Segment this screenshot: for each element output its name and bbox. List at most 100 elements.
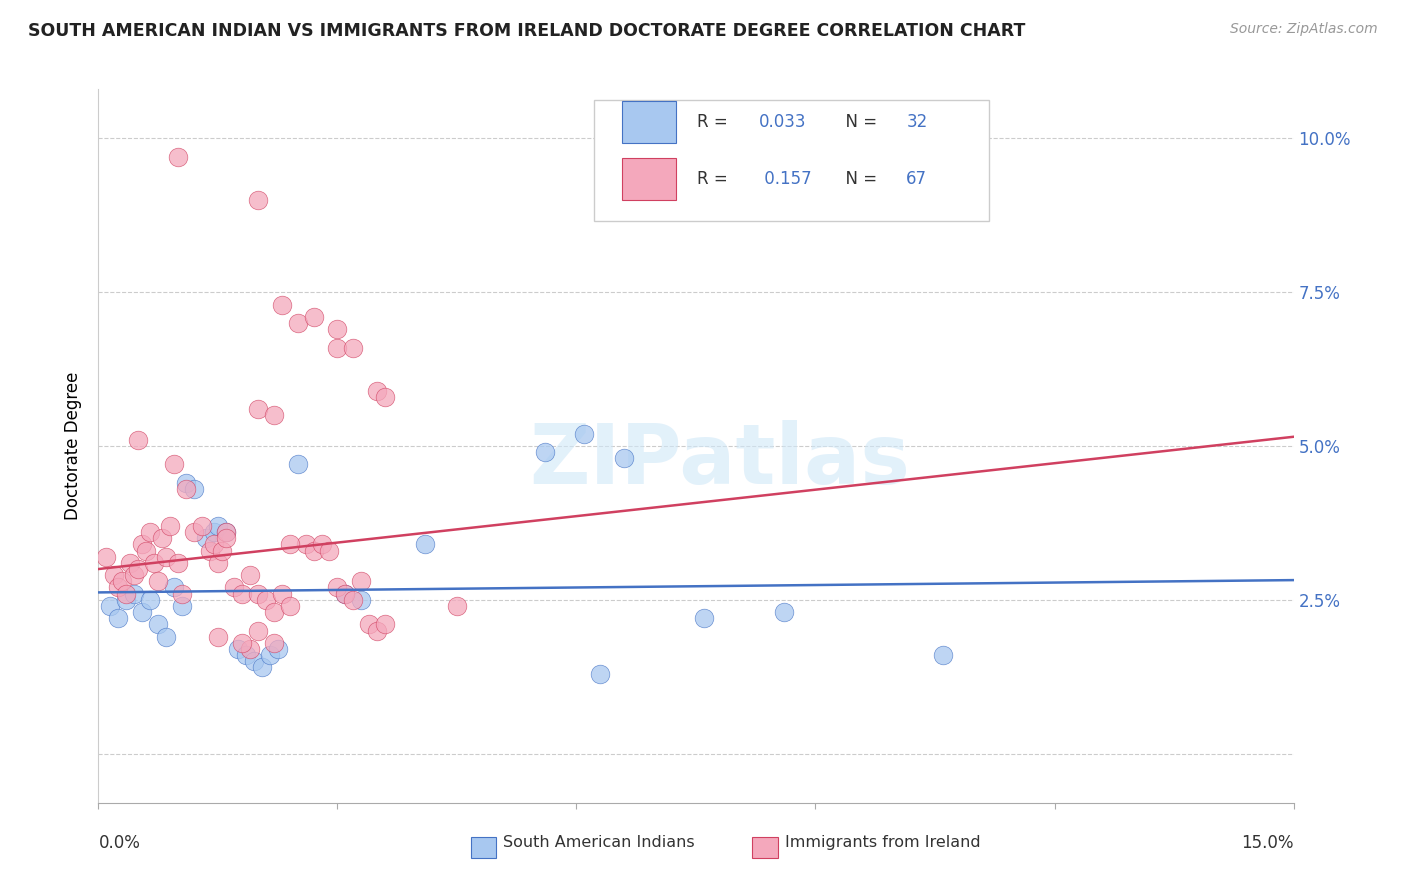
Point [270,587,292,601]
Text: SOUTH AMERICAN INDIAN VS IMMIGRANTS FROM IRELAND DOCTORATE DEGREE CORRELATION CH: SOUTH AMERICAN INDIAN VS IMMIGRANTS FROM… [28,22,1025,40]
Point [246,587,269,601]
Point [202,537,225,551]
Text: 0.0%: 0.0% [98,834,141,852]
Text: South American Indians: South American Indians [503,836,695,850]
Text: N =: N = [835,170,882,188]
Point [342,592,364,607]
Point [120,556,142,570]
Point [111,574,134,589]
Point [326,581,349,595]
Point [246,624,269,638]
FancyBboxPatch shape [595,100,988,221]
Text: 15.0%: 15.0% [1241,834,1294,852]
Point [215,525,238,540]
Point [263,409,285,423]
Point [254,592,277,607]
Point [366,624,388,638]
Point [250,660,273,674]
Point [215,525,238,540]
Point [183,525,205,540]
Y-axis label: Doctorate Degree: Doctorate Degree [65,372,83,520]
Point [174,482,197,496]
Text: Source: ZipAtlas.com: Source: ZipAtlas.com [1230,22,1378,37]
Point [326,341,349,355]
Point [202,525,225,540]
Point [302,543,325,558]
Point [243,654,266,668]
Point [215,531,238,545]
Point [172,599,194,613]
Point [326,322,349,336]
Point [772,605,794,619]
Text: 0.157: 0.157 [759,170,811,188]
Point [211,543,233,558]
Point [191,519,214,533]
Point [413,537,436,551]
Point [139,592,162,607]
Point [96,549,118,564]
Point [231,636,253,650]
Point [163,458,186,472]
Text: N =: N = [835,113,882,131]
Point [263,605,285,619]
Point [135,543,157,558]
Text: ZIPatlas: ZIPatlas [530,420,910,500]
Point [259,648,281,662]
Point [115,587,138,601]
Point [446,599,468,613]
Point [335,587,357,601]
Point [374,617,396,632]
Text: Immigrants from Ireland: Immigrants from Ireland [785,836,980,850]
FancyBboxPatch shape [621,159,676,200]
Point [294,537,316,551]
Point [174,475,197,490]
Point [127,562,149,576]
Point [155,549,177,564]
Point [127,433,149,447]
Point [159,519,181,533]
Point [98,599,122,613]
Text: 0.033: 0.033 [759,113,807,131]
FancyBboxPatch shape [621,102,676,143]
Point [246,402,269,417]
Point [270,297,292,311]
Point [207,519,229,533]
Point [172,587,194,601]
Point [302,310,325,324]
Point [239,568,262,582]
Point [150,531,173,545]
Point [246,193,269,207]
Text: 32: 32 [907,113,928,131]
Point [932,648,955,662]
Point [148,617,170,632]
Point [278,599,301,613]
Point [103,568,125,582]
Point [693,611,716,625]
Point [207,630,229,644]
Point [278,537,301,551]
Point [131,605,153,619]
Point [207,556,229,570]
Point [107,581,129,595]
Point [167,150,190,164]
Point [287,458,309,472]
Point [589,666,612,681]
Point [183,482,205,496]
Point [318,543,340,558]
Point [574,426,596,441]
Point [124,568,146,582]
Point [235,648,257,662]
Point [533,445,555,459]
Point [115,592,138,607]
Point [342,341,364,355]
Bar [471,838,496,858]
Point [239,642,262,657]
Point [287,316,309,330]
Text: R =: R = [697,170,733,188]
Point [359,617,381,632]
Point [613,451,636,466]
Point [335,587,357,601]
Point [107,611,129,625]
Point [131,537,153,551]
Point [231,587,253,601]
